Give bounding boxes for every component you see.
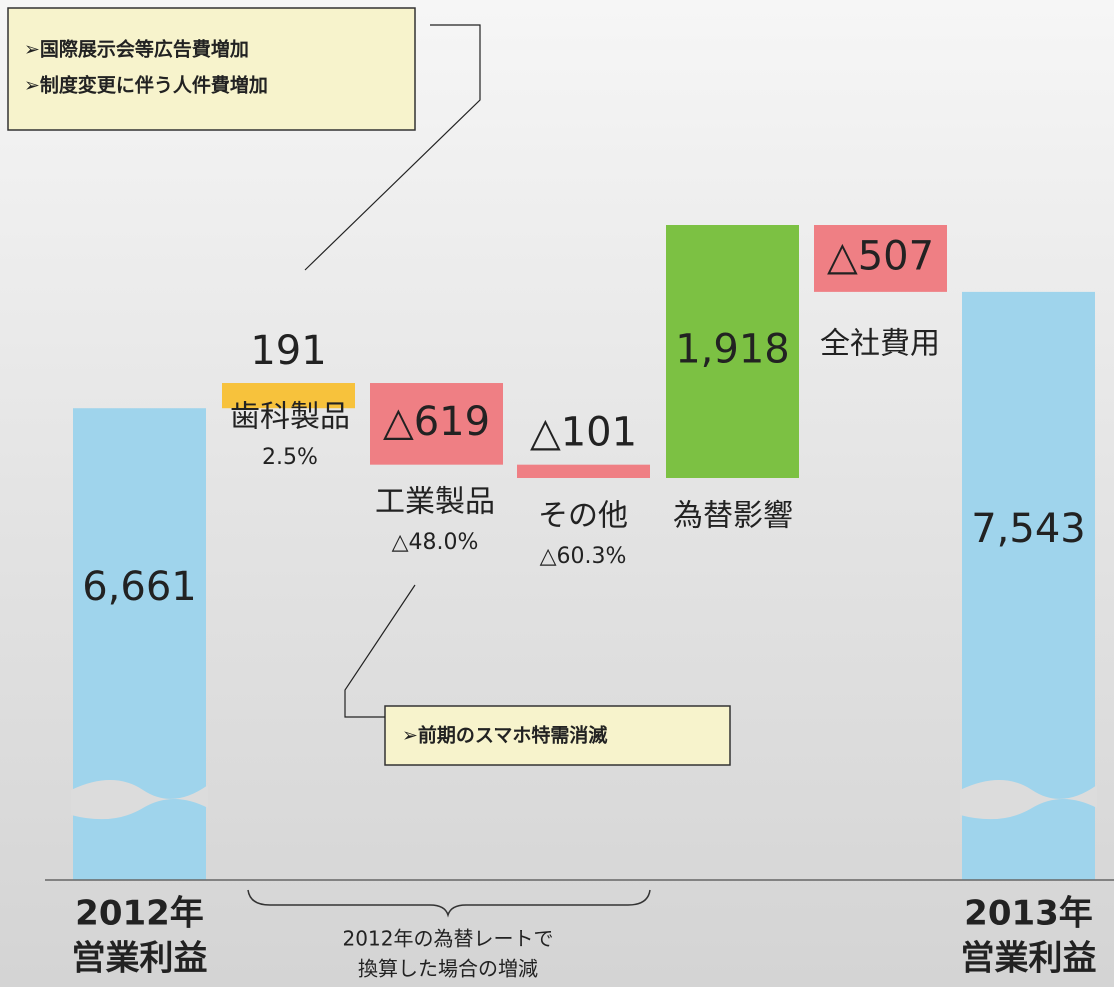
value-label: △619 <box>383 399 490 445</box>
category-label: 為替影響 <box>673 499 793 534</box>
callout-text: ➢国際展示会等広告費増加 <box>24 38 249 61</box>
category-label: 営業利益 <box>72 939 208 979</box>
category-label: その他 <box>538 499 628 534</box>
callout-box <box>7 7 416 131</box>
value-label: 7,543 <box>971 506 1086 552</box>
value-label: 1,918 <box>675 327 790 373</box>
value-label: △101 <box>530 410 637 456</box>
bar <box>370 383 503 465</box>
category-label: 営業利益 <box>961 939 1097 979</box>
category-label: 2013年 <box>964 894 1093 934</box>
brace <box>247 889 651 918</box>
category-label: 全社費用 <box>820 327 940 362</box>
value-label: △507 <box>827 233 934 279</box>
category-label: 工業製品 <box>375 485 495 520</box>
bar <box>517 464 650 478</box>
brace-note: 換算した場合の増減 <box>358 957 538 981</box>
callout-text: ➢制度変更に伴う人件費増加 <box>24 74 268 97</box>
axis-break <box>71 780 208 820</box>
callout-line <box>344 584 416 718</box>
growth-label: △48.0% <box>392 530 479 555</box>
value-label: 6,661 <box>82 564 197 610</box>
growth-label: 2.5% <box>262 445 318 470</box>
callout-box <box>384 705 731 766</box>
category-label: 2012年 <box>75 894 204 934</box>
value-label: 191 <box>250 328 326 374</box>
bar <box>222 383 355 409</box>
growth-label: △60.3% <box>540 544 627 569</box>
callout-text: ➢前期のスマホ特需消滅 <box>402 724 607 747</box>
bar <box>666 225 799 478</box>
axis-break <box>960 780 1097 820</box>
category-label: 歯科製品 <box>230 400 350 435</box>
callout-line <box>304 24 481 271</box>
bar <box>814 225 947 292</box>
brace-note: 2012年の為替レートで <box>343 927 554 951</box>
